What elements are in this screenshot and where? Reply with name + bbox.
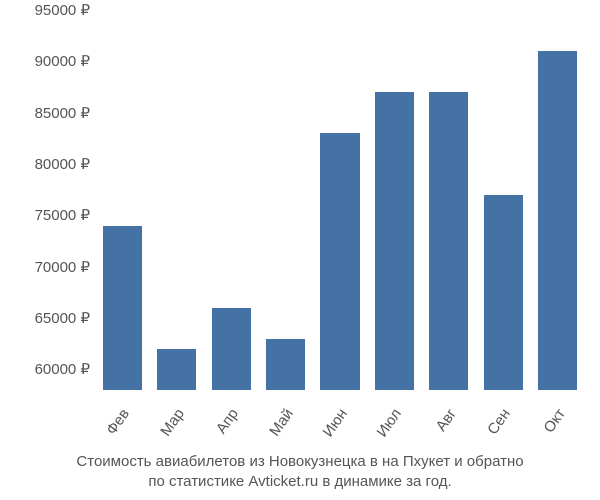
y-tick-label: 85000 ₽: [35, 104, 90, 122]
y-tick-label: 95000 ₽: [35, 1, 90, 19]
caption-line-2: по статистике Avticket.ru в динамике за …: [148, 473, 451, 490]
plot-region: [95, 10, 585, 390]
x-tick-label: Сен: [475, 406, 514, 452]
y-tick-label: 80000 ₽: [35, 155, 90, 173]
price-bar-chart: [95, 10, 585, 390]
x-tick-label: Фев: [94, 406, 133, 452]
y-tick-label: 65000 ₽: [35, 309, 90, 327]
bar: [212, 308, 251, 390]
bar: [103, 226, 142, 390]
x-tick-label: Июл: [366, 406, 405, 452]
x-tick-label: Авг: [421, 406, 460, 452]
x-tick-label: Окт: [530, 406, 569, 452]
x-tick-label: Июн: [312, 406, 351, 452]
bar: [484, 195, 523, 390]
bar: [320, 133, 359, 390]
y-tick-label: 90000 ₽: [35, 52, 90, 70]
x-tick-label: Мар: [148, 406, 187, 452]
bar: [429, 92, 468, 390]
bar: [157, 349, 196, 390]
y-tick-label: 60000 ₽: [35, 360, 90, 378]
x-tick-label: Май: [257, 406, 296, 452]
chart-caption: Стоимость авиабилетов из Новокузнецка в …: [0, 452, 600, 493]
bar: [266, 339, 305, 390]
x-tick-label: Апр: [203, 406, 242, 452]
y-tick-label: 75000 ₽: [35, 206, 90, 224]
y-tick-label: 70000 ₽: [35, 258, 90, 276]
bar: [538, 51, 577, 390]
bar: [375, 92, 414, 390]
caption-line-1: Стоимость авиабилетов из Новокузнецка в …: [76, 453, 523, 470]
